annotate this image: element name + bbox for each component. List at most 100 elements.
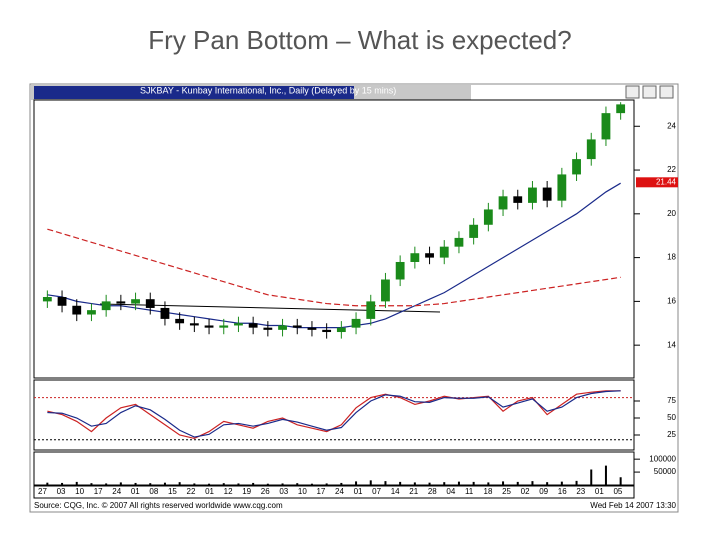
y-tick-label: 16 [667,296,676,305]
close-button[interactable] [659,85,674,99]
volume-bar [560,481,563,485]
volume-bar [222,483,225,485]
x-tick-label: 21 [409,487,418,496]
x-axis [33,485,635,499]
candle-body [204,325,214,328]
candle-body [219,325,229,328]
volume-bar [252,482,255,485]
x-tick-label: 17 [316,487,325,496]
candle-body [307,327,317,330]
series-line [47,228,621,307]
x-tick-label: 11 [465,487,474,496]
candle-body [160,307,170,319]
volume-bar [619,477,622,485]
volume-bar [119,482,122,485]
title-highlight [34,86,354,99]
candle-body [175,318,185,324]
y-tick-label: 22 [667,165,676,174]
candle-body [263,327,273,330]
candle-body [557,174,567,201]
volume-bar [105,483,108,485]
minimize-button[interactable] [625,85,640,99]
volume-bar [163,482,166,485]
x-tick-label: 10 [75,487,84,496]
candle-body [366,301,376,319]
candle-body [336,327,346,333]
x-tick-label: 22 [187,487,196,496]
volume-bar [237,483,240,485]
candle-body [410,253,420,262]
candle-body [586,139,596,160]
maximize-button[interactable] [642,85,657,99]
y-tick-label: 20 [667,209,676,218]
volume-bar [428,482,431,485]
volume-bar [134,482,137,485]
volume-bar [413,482,416,485]
footer-right: Wed Feb 14 2007 13:30 [590,501,676,510]
candle-body [87,310,96,315]
footer-left: Source: CQG, Inc. © 2007 All rights rese… [34,501,283,510]
y-tick-label: 14 [667,340,676,349]
x-tick-label: 12 [224,487,233,496]
x-tick-label: 01 [131,487,140,496]
candle-body [57,297,67,306]
volume-bar [604,465,607,485]
candle-body [131,299,140,304]
series-line [47,390,621,440]
candle-body [278,325,287,330]
x-tick-label: 14 [391,487,400,496]
volume-bar [546,482,549,485]
stoch-panel [33,379,635,451]
series-line [47,182,621,329]
volume-bar [384,481,387,485]
volume-panel [33,451,635,486]
volume-bar [61,482,64,485]
candle-body [572,159,581,175]
volume-bar [281,483,284,485]
volume-bar [516,481,519,485]
volume-bar [90,483,93,485]
x-tick-label: 26 [261,487,270,496]
volume-bar [75,481,78,485]
volume-bar [340,482,343,485]
candle-body [116,301,126,304]
series-line [47,390,621,438]
candle-body [483,209,493,225]
y-tick-label: 50000 [654,467,677,476]
candle-body [454,237,464,247]
candle-body [542,187,552,201]
trend-line [99,303,441,313]
x-tick-label: 02 [521,487,530,496]
x-tick-label: 09 [539,487,548,496]
candle-body [292,325,302,328]
volume-bar [575,480,578,485]
volume-bar [355,481,358,485]
candle-body [234,323,243,326]
candle-body [322,329,332,333]
candle-body [498,196,508,210]
slide-title: Fry Pan Bottom – What is expected? [148,25,571,55]
volume-bar [472,481,475,485]
y-tick-label: 100000 [649,454,676,463]
x-tick-label: 01 [205,487,214,496]
last-price-box [636,177,678,188]
x-tick-label: 16 [558,487,567,496]
x-tick-label: 18 [484,487,493,496]
volume-bar [178,482,181,485]
volume-bar [369,480,372,485]
candle-body [616,104,626,114]
volume-bar [266,483,269,485]
x-tick-label: 25 [502,487,511,496]
candle-body [145,299,155,308]
y-tick-label: 25 [667,430,676,439]
candle-body [248,323,258,328]
volume-bar [46,482,49,485]
y-tick-label: 18 [667,253,676,262]
x-tick-label: 10 [298,487,307,496]
x-tick-label: 19 [242,487,251,496]
candle-body [381,279,390,302]
candle-body [101,301,111,311]
x-tick-label: 27 [38,487,47,496]
volume-bar [208,483,211,485]
